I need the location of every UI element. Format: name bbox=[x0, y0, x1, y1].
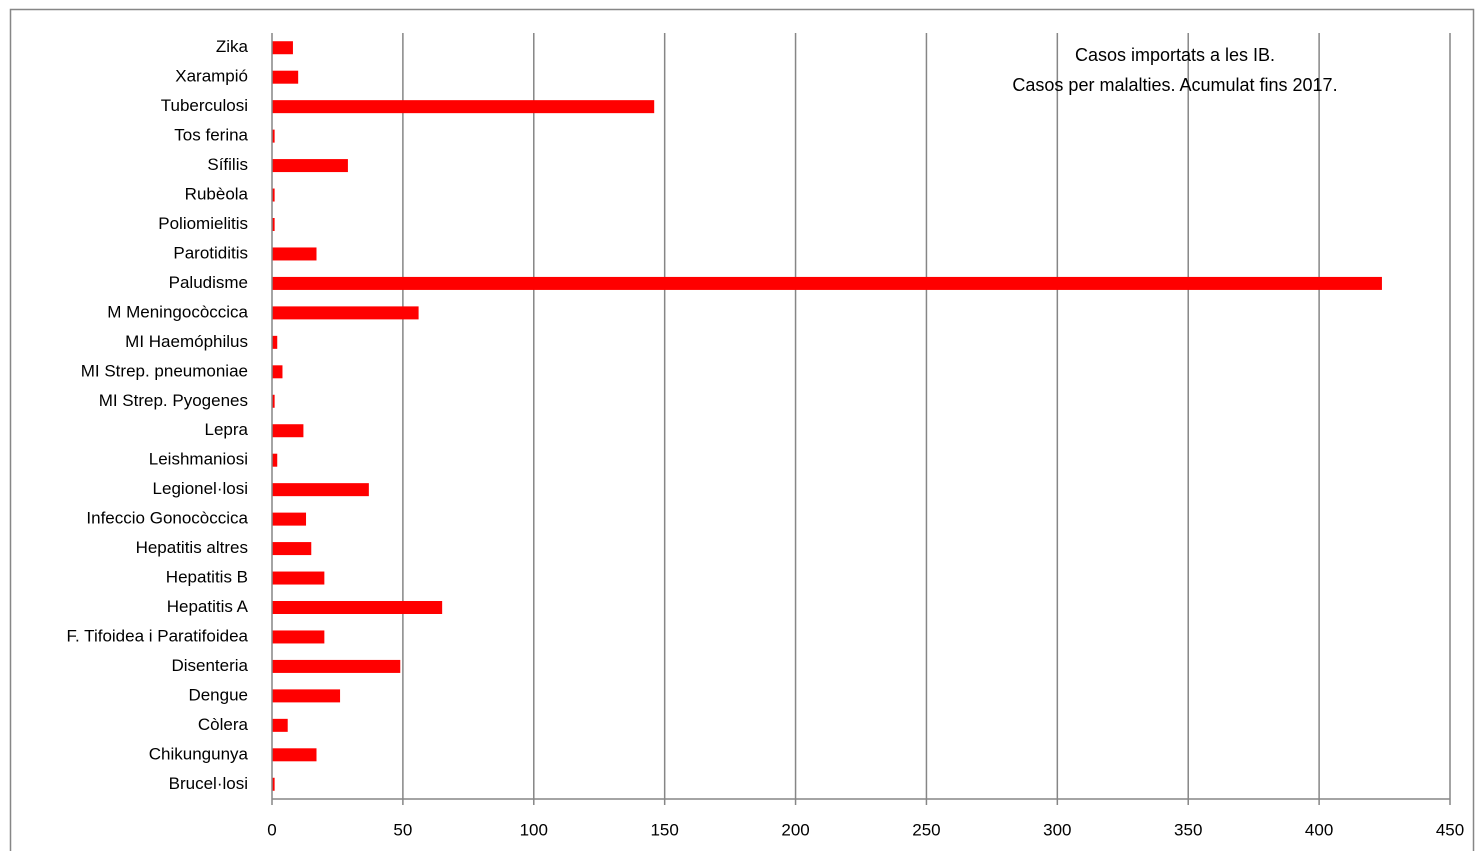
category-label: Còlera bbox=[198, 715, 249, 734]
bar bbox=[272, 748, 317, 762]
bar bbox=[272, 659, 401, 673]
chart-border bbox=[9, 8, 1475, 851]
bar bbox=[272, 159, 348, 173]
category-label: Hepatitis altres bbox=[136, 538, 248, 557]
x-tick-label: 350 bbox=[1174, 820, 1202, 839]
bar bbox=[272, 630, 325, 644]
bar bbox=[272, 365, 283, 379]
x-tick-label: 250 bbox=[912, 820, 940, 839]
category-label: Chikungunya bbox=[149, 744, 249, 763]
category-label: MI Strep. Pyogenes bbox=[99, 391, 248, 410]
category-label: Infeccio Gonocòccica bbox=[86, 509, 248, 528]
bar bbox=[272, 777, 275, 791]
bar bbox=[272, 512, 307, 526]
bar bbox=[272, 335, 278, 349]
x-tick-label: 450 bbox=[1436, 820, 1464, 839]
category-label: Lepra bbox=[205, 420, 249, 439]
x-tick-label: 0 bbox=[267, 820, 276, 839]
bar bbox=[272, 394, 275, 408]
category-label: Zika bbox=[216, 37, 249, 56]
category-label: Disenteria bbox=[171, 656, 248, 675]
bar bbox=[272, 129, 275, 143]
x-tick-label: 400 bbox=[1305, 820, 1333, 839]
category-label: Parotiditis bbox=[173, 243, 248, 262]
category-label: Tos ferina bbox=[174, 126, 248, 145]
bar bbox=[272, 542, 312, 556]
category-label: Rubèola bbox=[185, 185, 249, 204]
bar bbox=[272, 718, 288, 732]
bar bbox=[272, 453, 278, 467]
chart-title-line-1: Casos importats a les IB. bbox=[1075, 45, 1275, 65]
category-label: Leishmaniosi bbox=[149, 450, 248, 469]
x-tick-label: 200 bbox=[781, 820, 809, 839]
bar bbox=[272, 218, 275, 231]
category-label: Xarampió bbox=[175, 67, 248, 86]
category-label: M Meningocòccica bbox=[107, 302, 248, 321]
x-tick-label: 50 bbox=[393, 820, 412, 839]
bar bbox=[272, 571, 325, 585]
bar bbox=[272, 601, 443, 614]
gridlines bbox=[402, 33, 1451, 799]
category-label: Sífilis bbox=[207, 155, 248, 174]
category-label: Dengue bbox=[188, 685, 248, 704]
category-label: Brucel·losi bbox=[169, 774, 248, 793]
category-label: MI Strep. pneumoniae bbox=[81, 361, 248, 380]
category-label: F. Tifoidea i Paratifoidea bbox=[67, 626, 249, 645]
bar bbox=[272, 188, 275, 202]
category-label: Legionel·losi bbox=[153, 479, 248, 498]
bar bbox=[272, 276, 1382, 290]
bar bbox=[272, 424, 304, 438]
category-label: Poliomielitis bbox=[158, 214, 248, 233]
bar bbox=[272, 100, 655, 114]
category-label: MI Haemóphilus bbox=[125, 332, 248, 351]
category-label: Paludisme bbox=[169, 273, 248, 292]
category-labels: Zika Xarampió Tuberculosi Tos ferina Sífilis… bbox=[67, 37, 249, 793]
chart-title-line-2: Casos per malalties. Acumulat fins 2017. bbox=[1012, 75, 1337, 95]
x-tick-labels: 0 50 100 150 200 250 300 350 400 450 bbox=[267, 799, 1464, 839]
bar bbox=[272, 41, 293, 55]
category-label: Hepatitis A bbox=[167, 597, 249, 616]
x-tick-label: 300 bbox=[1043, 820, 1071, 839]
category-label: Hepatitis B bbox=[166, 568, 248, 587]
bars bbox=[272, 41, 1382, 791]
category-label: Tuberculosi bbox=[161, 96, 248, 115]
x-tick-label: 150 bbox=[650, 820, 678, 839]
bar bbox=[272, 247, 317, 261]
bar bbox=[272, 689, 341, 703]
bar bbox=[272, 483, 369, 497]
bar bbox=[272, 70, 299, 84]
bar bbox=[272, 306, 419, 320]
x-tick-label: 100 bbox=[520, 820, 548, 839]
